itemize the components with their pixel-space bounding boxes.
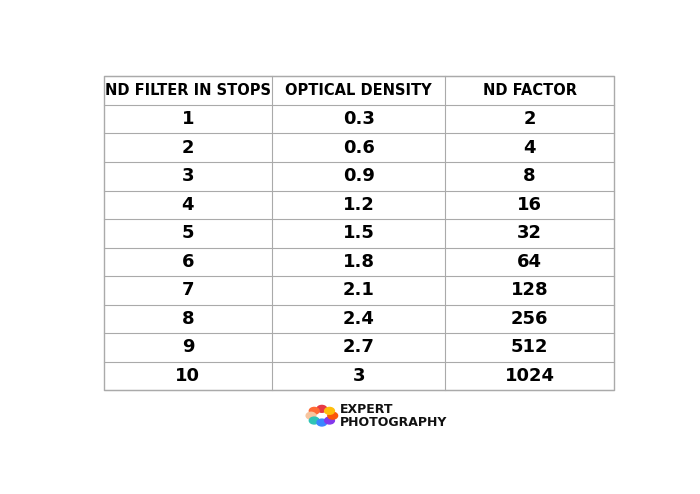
Text: 128: 128	[511, 282, 548, 299]
Text: 1.8: 1.8	[343, 253, 374, 271]
Text: 2: 2	[524, 110, 536, 128]
Text: 0.9: 0.9	[343, 167, 374, 185]
Text: 2.4: 2.4	[343, 310, 374, 328]
Text: 2: 2	[182, 139, 194, 157]
Text: ND FACTOR: ND FACTOR	[482, 83, 577, 98]
Text: 1: 1	[182, 110, 194, 128]
Circle shape	[317, 406, 327, 412]
Text: 3: 3	[182, 167, 194, 185]
Text: PHOTOGRAPHY: PHOTOGRAPHY	[340, 415, 447, 429]
Circle shape	[328, 412, 337, 419]
Text: ND FILTER IN STOPS: ND FILTER IN STOPS	[105, 83, 271, 98]
Text: 32: 32	[517, 224, 542, 242]
Text: 4: 4	[524, 139, 536, 157]
Text: 0.6: 0.6	[343, 139, 374, 157]
Circle shape	[309, 417, 319, 424]
Text: 8: 8	[181, 310, 194, 328]
Text: EXPERT: EXPERT	[340, 404, 393, 416]
Text: 2.7: 2.7	[343, 338, 374, 356]
Text: 5: 5	[182, 224, 194, 242]
Circle shape	[325, 408, 335, 414]
Text: 512: 512	[511, 338, 548, 356]
Text: 4: 4	[182, 196, 194, 214]
Text: 7: 7	[182, 282, 194, 299]
Text: 64: 64	[517, 253, 542, 271]
Text: OPTICAL DENSITY: OPTICAL DENSITY	[286, 83, 432, 98]
Text: 3: 3	[353, 367, 365, 385]
Bar	[104, 77, 614, 390]
Circle shape	[309, 408, 319, 414]
Text: 0.3: 0.3	[343, 110, 374, 128]
Text: 8: 8	[524, 167, 536, 185]
Text: 10: 10	[176, 367, 200, 385]
Text: 1024: 1024	[505, 367, 554, 385]
Text: 16: 16	[517, 196, 542, 214]
Text: 9: 9	[182, 338, 194, 356]
Circle shape	[317, 419, 327, 426]
Circle shape	[325, 417, 335, 424]
Text: 256: 256	[511, 310, 548, 328]
Text: 2.1: 2.1	[343, 282, 374, 299]
Circle shape	[306, 412, 316, 419]
Text: 6: 6	[182, 253, 194, 271]
Text: 1.2: 1.2	[343, 196, 374, 214]
Text: 1.5: 1.5	[343, 224, 374, 242]
